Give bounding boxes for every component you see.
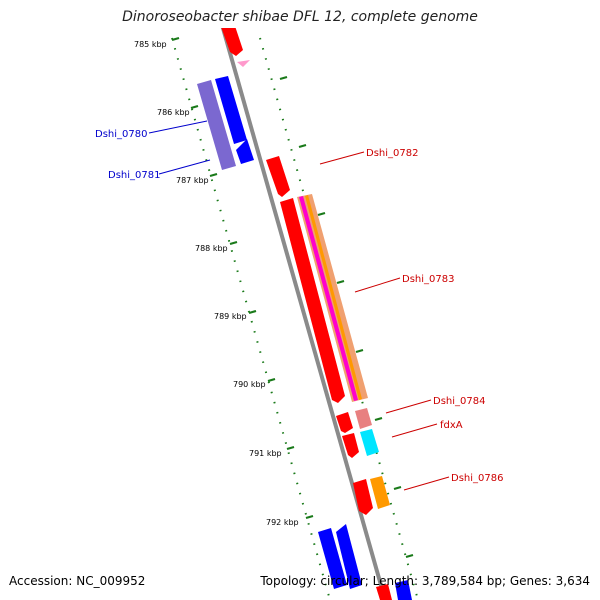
- major-tick: [374, 416, 383, 422]
- gene-label-dshi-0780[interactable]: Dshi_0780: [95, 129, 147, 140]
- gene-reverse-purple[interactable]: [197, 80, 236, 170]
- scale-label: 790 kbp: [233, 380, 266, 389]
- gene-label-fdxA[interactable]: fdxA: [440, 420, 463, 431]
- accession-text: Accession: NC_009952: [9, 574, 146, 588]
- gene-dshi-0786[interactable]: [353, 479, 373, 515]
- gene-fdxA[interactable]: [342, 433, 359, 458]
- gene-label-dshi-0781[interactable]: Dshi_0781: [108, 170, 160, 181]
- gene-label-dshi-0783[interactable]: Dshi_0783: [402, 274, 454, 285]
- gene-dshi-0780[interactable]: [215, 76, 247, 144]
- leader-line: [403, 476, 450, 491]
- major-tick: [209, 172, 218, 178]
- gene-dshi-0783-feature-stripe-2[interactable]: [305, 195, 362, 400]
- gene-dshi-0784-feature[interactable]: [355, 408, 372, 429]
- gene-reverse-bottom-3[interactable]: [395, 580, 412, 600]
- scale-label: 792 kbp: [266, 518, 299, 527]
- gene-forward-pink-arrow[interactable]: [237, 60, 250, 67]
- major-tick: [171, 36, 180, 42]
- major-tick: [305, 514, 314, 520]
- scale-label: 788 kbp: [195, 244, 228, 253]
- map-title: Dinoroseobacter shibae DFL 12, complete …: [122, 9, 478, 25]
- scale-label: 786 kbp: [157, 108, 190, 117]
- scale-label: 787 kbp: [176, 176, 209, 185]
- gene-forward-top[interactable]: [220, 20, 243, 56]
- major-tick: [286, 445, 295, 451]
- major-tick: [190, 104, 199, 110]
- gene-dshi-0783-feature-stripe-1[interactable]: [299, 196, 358, 401]
- gene-dshi-0782[interactable]: [266, 156, 290, 197]
- major-tick: [355, 348, 364, 354]
- scale-label: 789 kbp: [214, 312, 247, 321]
- major-tick: [229, 240, 238, 246]
- gene-reverse-bottom-2[interactable]: [336, 524, 362, 589]
- gene-reverse-bottom-1[interactable]: [318, 528, 347, 589]
- gene-dshi-0786-feature[interactable]: [370, 476, 390, 509]
- gene-label-dshi-0784[interactable]: Dshi_0784: [433, 396, 485, 407]
- gene-label-dshi-0782[interactable]: Dshi_0782: [366, 148, 418, 159]
- major-tick: [298, 143, 307, 149]
- scale-label: 791 kbp: [249, 449, 282, 458]
- gene-fdxA-feature[interactable]: [360, 429, 379, 456]
- major-tick: [317, 211, 326, 217]
- leader-line: [319, 151, 365, 165]
- major-tick: [405, 553, 414, 559]
- scale-label: 785 kbp: [134, 40, 167, 49]
- leader-line: [148, 120, 208, 134]
- gene-label-dshi-0786[interactable]: Dshi_0786: [451, 473, 503, 484]
- gene-dshi-0784[interactable]: [336, 412, 353, 433]
- major-tick: [279, 75, 288, 81]
- major-tick: [393, 485, 402, 491]
- gene-forward-bottom[interactable]: [376, 584, 392, 600]
- leader-line: [354, 277, 401, 293]
- gene-dshi-0783[interactable]: [280, 198, 345, 403]
- leader-line: [158, 159, 211, 175]
- major-tick: [248, 309, 257, 315]
- major-tick: [336, 279, 345, 285]
- leader-line: [391, 423, 438, 438]
- topology-text: Topology: circular; Length: 3,789,584 bp…: [260, 574, 590, 588]
- major-tick: [267, 377, 276, 383]
- gene-dshi-0781[interactable]: [236, 139, 254, 164]
- leader-line: [385, 399, 432, 414]
